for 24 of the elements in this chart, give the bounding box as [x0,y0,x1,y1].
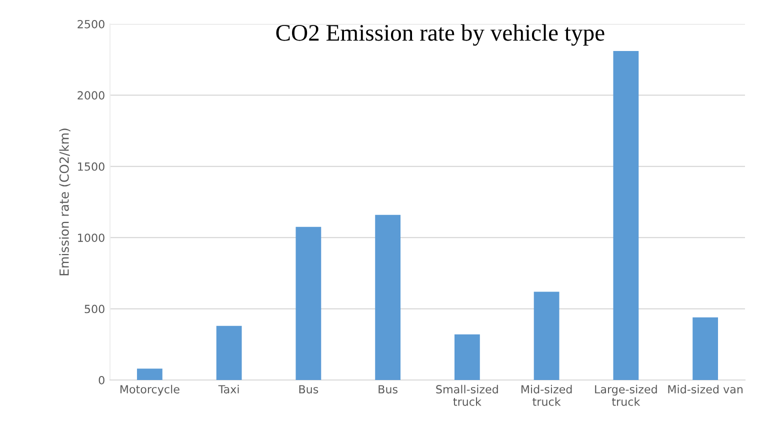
bar [613,51,639,380]
y-tick-label: 1000 [78,234,104,242]
x-tick-label: Motorcycle [120,384,180,396]
bar [375,214,401,380]
bar [136,368,162,380]
bar [454,334,480,380]
y-tick-label: 2500 [78,20,104,28]
y-tick-label: 2000 [78,91,104,100]
x-tick-label: Large-sized truck [595,384,657,406]
y-axis-title: Emission rate (CO2/km) [59,128,70,276]
y-tick-label: 500 [84,304,104,314]
bar [534,292,560,380]
x-tick-label: Mid-sized van [668,384,743,394]
y-tick-label: 1500 [78,162,104,171]
x-tick-label: Bus [378,385,398,394]
bar [216,326,242,380]
x-tick-label: Bus [299,385,318,394]
x-tick-label: Taxi [218,384,239,394]
x-tick-label: Mid-sized truck [521,384,572,406]
bar [296,226,322,380]
y-tick-label: 0 [98,376,104,384]
chart-title: CO2 Emission rate by vehicle type [276,24,604,46]
x-tick-label: Small-sized truck [436,384,498,406]
bar [692,317,718,380]
